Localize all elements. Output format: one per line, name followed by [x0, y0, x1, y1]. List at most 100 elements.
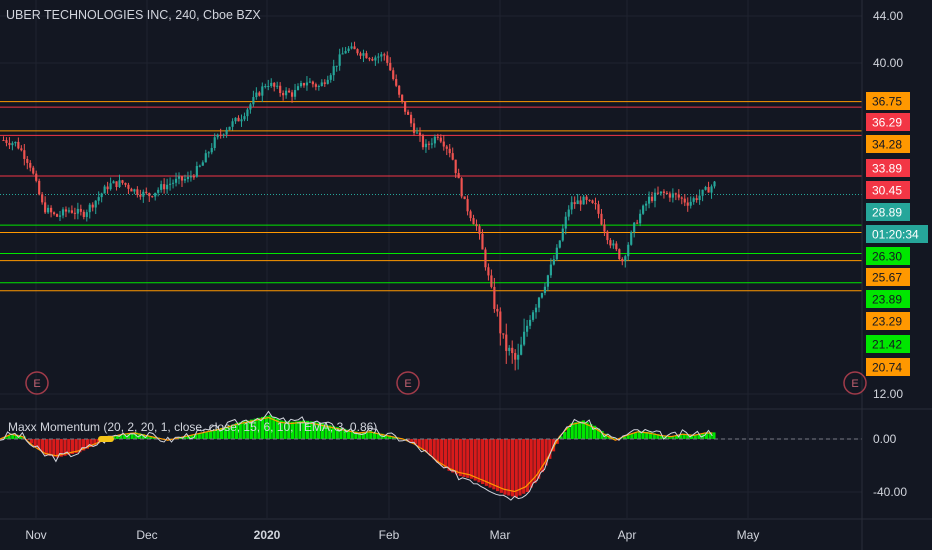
candle-body	[368, 58, 371, 60]
earnings-marker[interactable]: E	[25, 371, 49, 395]
momentum-bar	[537, 439, 541, 479]
price-axis[interactable]: 44.00 40.00 12.00 36.75 36.29 34.28 33.89 30.45…	[866, 9, 928, 499]
price-level-badge[interactable]: 21.42	[866, 335, 910, 353]
momentum-bar	[227, 425, 231, 439]
badge-background	[866, 358, 910, 376]
momentum-bar	[253, 418, 257, 439]
price-level-badge[interactable]: 23.29	[866, 312, 910, 330]
momentum-bar	[667, 435, 671, 439]
candle-body	[288, 90, 291, 93]
earnings-marker[interactable]: E	[396, 371, 420, 395]
candle-body	[597, 204, 600, 214]
indicator-title[interactable]: Maxx Momentum (20, 2, 20, 1, close, clos…	[8, 420, 378, 434]
time-axis[interactable]: Nov Dec 2020 Feb Mar Apr May	[25, 528, 759, 542]
candle-body	[573, 202, 576, 205]
price-level-badge[interactable]: 36.29	[866, 113, 910, 131]
candle-body	[222, 134, 225, 136]
price-level-badge[interactable]: 23.89	[866, 290, 910, 308]
candle-body	[186, 176, 190, 180]
momentum-bar	[182, 436, 186, 439]
momentum-bar	[372, 431, 377, 439]
candle-body	[576, 200, 579, 205]
earnings-letter: E	[33, 378, 40, 390]
momentum-bar	[298, 420, 302, 439]
price-level-badge[interactable]: 33.89	[866, 159, 910, 177]
momentum-bar	[660, 435, 664, 439]
momentum-marker	[98, 436, 114, 442]
price-level-badge[interactable]: 26.30	[866, 247, 910, 265]
candle-body	[55, 214, 59, 217]
momentum-bar	[141, 434, 145, 439]
momentum-bar	[361, 431, 365, 439]
candle-body	[154, 192, 157, 197]
candle-body	[517, 354, 520, 360]
candle-body	[103, 186, 106, 194]
candle-body	[466, 199, 469, 212]
badge-background	[866, 135, 910, 153]
candle-body	[424, 143, 428, 148]
badge-label: 33.89	[872, 162, 902, 176]
candle-body	[171, 182, 175, 184]
momentum-bar	[559, 436, 563, 439]
earnings-marker[interactable]: E	[843, 371, 867, 395]
badge-background	[866, 290, 910, 308]
momentum-bar	[585, 422, 589, 439]
momentum-bar	[376, 432, 380, 439]
candle-body	[166, 184, 169, 190]
candle-body	[701, 189, 704, 196]
candle-body	[8, 142, 11, 146]
candle-body	[228, 126, 231, 130]
candle-body	[546, 275, 549, 287]
candle-body	[225, 129, 228, 135]
candle-body	[564, 216, 567, 229]
price-level-badge[interactable]: 34.28	[866, 135, 910, 153]
candle-body	[579, 200, 582, 205]
candle-body	[2, 140, 5, 142]
momentum-bar	[74, 439, 78, 454]
candle-body	[689, 201, 692, 206]
candle-body	[549, 264, 552, 276]
momentum-bar	[52, 439, 56, 457]
momentum-bar	[18, 435, 22, 439]
candle-body	[148, 193, 151, 197]
time-tick-label: Dec	[136, 528, 157, 542]
candle-body	[94, 200, 97, 208]
momentum-bar	[33, 439, 37, 447]
candle-body	[606, 231, 609, 241]
candle-body	[192, 176, 195, 178]
candle-body	[279, 85, 282, 93]
price-level-badge[interactable]: 36.75	[866, 92, 910, 110]
momentum-bar	[671, 436, 675, 439]
momentum-bar	[440, 439, 444, 466]
momentum-bar	[488, 439, 492, 488]
price-level-badge[interactable]: 01:20:34	[866, 225, 928, 243]
badge-background	[866, 335, 910, 353]
candle-body	[463, 196, 466, 200]
candle-body	[499, 311, 502, 334]
momentum-bar	[302, 420, 306, 439]
candle-body	[645, 203, 648, 206]
badge-background	[866, 159, 910, 177]
price-level-badge[interactable]: 28.89	[866, 203, 910, 221]
momentum-bar	[78, 439, 82, 453]
candle-body	[439, 137, 442, 142]
price-level-badge[interactable]: 30.45	[866, 181, 910, 199]
price-level-badge[interactable]: 25.67	[866, 268, 910, 286]
candle-body	[371, 59, 374, 61]
candle-body	[264, 86, 267, 88]
price-level-badge[interactable]: 20.74	[866, 358, 910, 376]
candle-body	[136, 189, 139, 195]
candle-body	[421, 135, 425, 148]
candle-body	[624, 256, 627, 262]
candle-body	[32, 167, 35, 174]
momentum-bar	[492, 439, 496, 490]
momentum-bar	[205, 431, 209, 439]
candle-body	[267, 85, 270, 87]
badge-background	[866, 181, 910, 199]
momentum-bar	[44, 439, 48, 455]
time-tick-label: Mar	[490, 528, 511, 542]
momentum-bar	[55, 439, 60, 458]
candle-body	[213, 137, 216, 148]
